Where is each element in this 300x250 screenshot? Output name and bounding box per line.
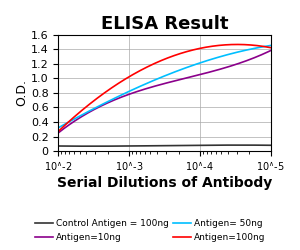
Antigen=100ng	[236, 43, 240, 46]
Control Antigen = 100ng	[183, 144, 187, 147]
Antigen=10ng	[183, 77, 187, 80]
Control Antigen = 100ng	[56, 144, 60, 148]
Antigen= 50ng	[183, 67, 187, 70]
Control Antigen = 100ng	[250, 144, 254, 146]
Antigen= 50ng	[57, 126, 61, 129]
Control Antigen = 100ng	[269, 144, 272, 147]
Y-axis label: O.D.: O.D.	[15, 79, 28, 106]
Control Antigen = 100ng	[57, 144, 61, 148]
Antigen= 50ng	[269, 44, 272, 47]
Control Antigen = 100ng	[184, 144, 187, 147]
Antigen=100ng	[250, 44, 253, 46]
Control Antigen = 100ng	[236, 144, 240, 146]
Antigen= 50ng	[236, 51, 239, 54]
Antigen= 50ng	[182, 67, 186, 70]
Legend: Control Antigen = 100ng, Antigen=10ng, Antigen= 50ng, Antigen=100ng: Control Antigen = 100ng, Antigen=10ng, A…	[31, 216, 269, 246]
Control Antigen = 100ng	[89, 145, 93, 148]
X-axis label: Serial Dilutions of Antibody: Serial Dilutions of Antibody	[57, 176, 272, 190]
Antigen=10ng	[249, 58, 253, 60]
Antigen=10ng	[57, 131, 61, 134]
Antigen=10ng	[186, 76, 190, 79]
Antigen=10ng	[56, 132, 60, 134]
Antigen= 50ng	[56, 126, 60, 129]
Control Antigen = 100ng	[187, 144, 191, 147]
Line: Control Antigen = 100ng: Control Antigen = 100ng	[58, 145, 271, 146]
Control Antigen = 100ng	[237, 144, 241, 146]
Line: Antigen=10ng: Antigen=10ng	[58, 50, 271, 133]
Line: Antigen= 50ng: Antigen= 50ng	[58, 46, 271, 128]
Antigen= 50ng	[249, 48, 253, 50]
Antigen=100ng	[182, 51, 186, 54]
Antigen=100ng	[236, 43, 239, 46]
Antigen=100ng	[57, 129, 61, 132]
Antigen=100ng	[56, 130, 60, 133]
Antigen= 50ng	[186, 66, 190, 68]
Antigen=100ng	[183, 51, 187, 54]
Antigen=10ng	[182, 77, 186, 80]
Title: ELISA Result: ELISA Result	[101, 15, 228, 33]
Antigen=10ng	[236, 62, 239, 66]
Antigen=100ng	[186, 50, 190, 53]
Antigen=100ng	[269, 46, 272, 49]
Antigen=10ng	[269, 49, 272, 52]
Line: Antigen=100ng: Antigen=100ng	[58, 44, 271, 132]
